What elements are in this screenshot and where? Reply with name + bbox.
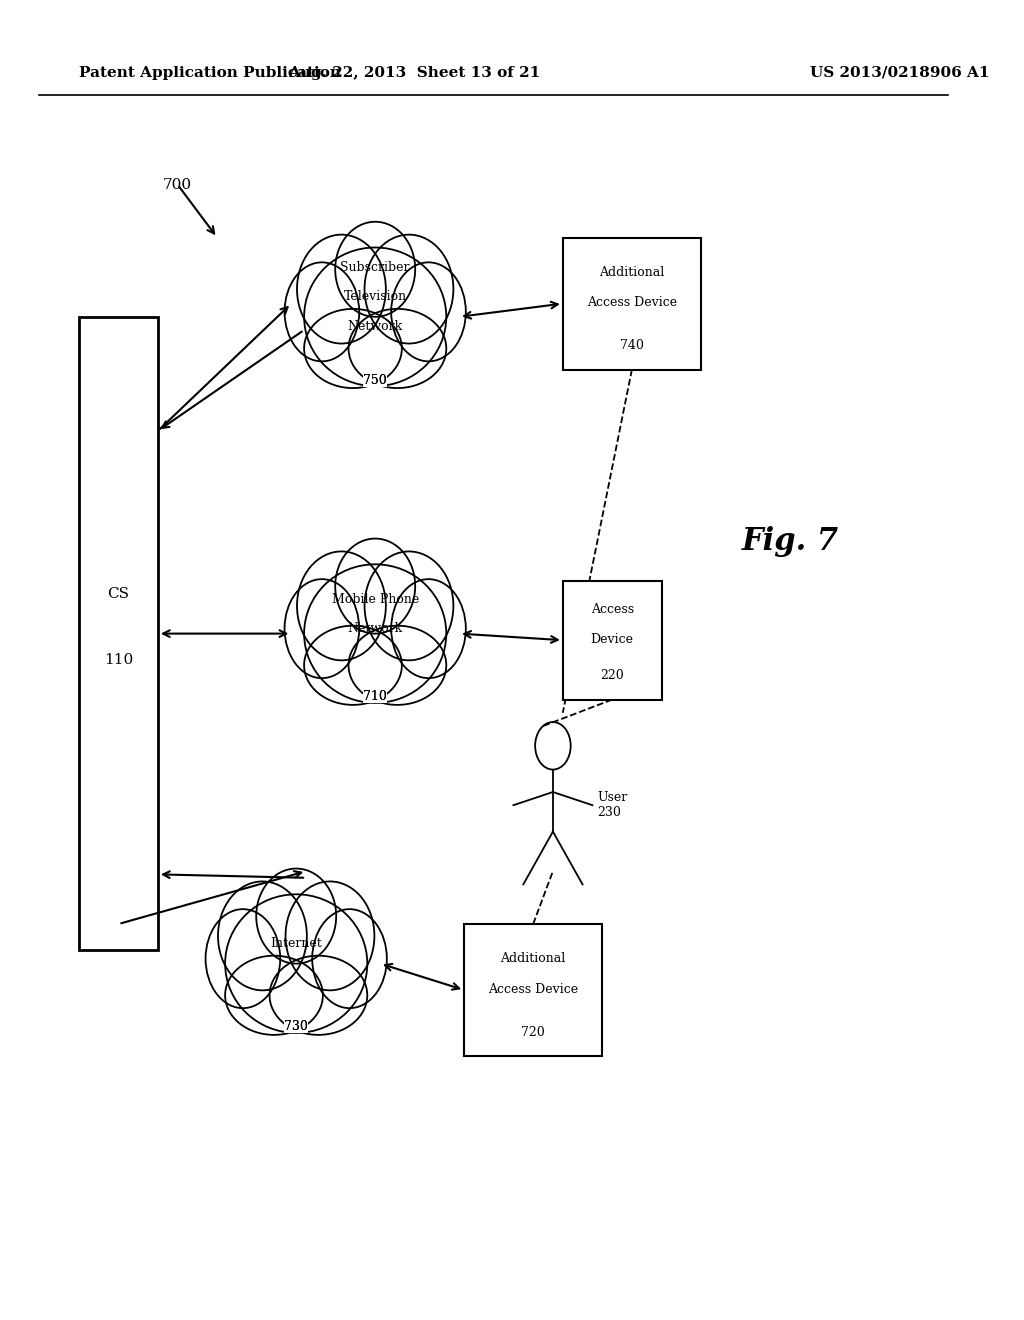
Text: US 2013/0218906 A1: US 2013/0218906 A1 [810,66,989,79]
Text: Device: Device [591,634,634,645]
Ellipse shape [304,248,446,385]
Text: 710: 710 [364,690,387,704]
Ellipse shape [304,626,401,705]
Ellipse shape [335,539,415,634]
Ellipse shape [391,579,466,678]
Text: Fig. 7: Fig. 7 [741,525,839,557]
FancyBboxPatch shape [563,581,662,700]
FancyBboxPatch shape [464,924,602,1056]
Ellipse shape [285,579,359,678]
Text: Patent Application Publication: Patent Application Publication [79,66,341,79]
Text: 710: 710 [364,690,387,704]
Ellipse shape [285,263,359,362]
Text: 750: 750 [364,374,387,387]
Ellipse shape [304,309,401,388]
Ellipse shape [391,263,466,362]
Text: Internet: Internet [270,937,323,950]
Ellipse shape [365,552,454,660]
Text: 730: 730 [285,1020,308,1034]
Text: Additional: Additional [599,267,665,279]
Text: Additional: Additional [501,953,566,965]
Ellipse shape [365,235,454,343]
Text: 730: 730 [285,1020,308,1034]
FancyBboxPatch shape [563,238,701,370]
Text: 740: 740 [620,339,644,352]
Ellipse shape [348,309,446,388]
Ellipse shape [297,235,386,343]
Text: User
230: User 230 [597,791,628,820]
Text: Aug. 22, 2013  Sheet 13 of 21: Aug. 22, 2013 Sheet 13 of 21 [289,66,541,79]
Text: Network: Network [347,622,402,635]
Ellipse shape [269,956,368,1035]
Ellipse shape [256,869,336,964]
Ellipse shape [206,909,281,1008]
Ellipse shape [297,552,386,660]
Ellipse shape [348,626,446,705]
Text: 220: 220 [600,669,624,682]
Text: Network: Network [347,319,402,333]
Text: Access Device: Access Device [488,983,579,995]
Text: Television: Television [344,290,407,304]
Text: 720: 720 [521,1026,545,1039]
Text: Access: Access [591,603,634,615]
FancyBboxPatch shape [79,317,158,950]
Text: Subscriber: Subscriber [340,261,410,275]
Text: Mobile Phone: Mobile Phone [332,593,419,606]
Ellipse shape [304,565,446,702]
Ellipse shape [218,882,307,990]
Ellipse shape [286,882,375,990]
Ellipse shape [335,222,415,317]
Ellipse shape [312,909,387,1008]
Text: 700: 700 [163,178,193,191]
Text: 750: 750 [364,374,387,387]
Text: Access Device: Access Device [587,297,677,309]
Text: 110: 110 [103,653,133,667]
Text: CS: CS [108,587,129,601]
Ellipse shape [225,895,368,1032]
Ellipse shape [225,956,323,1035]
